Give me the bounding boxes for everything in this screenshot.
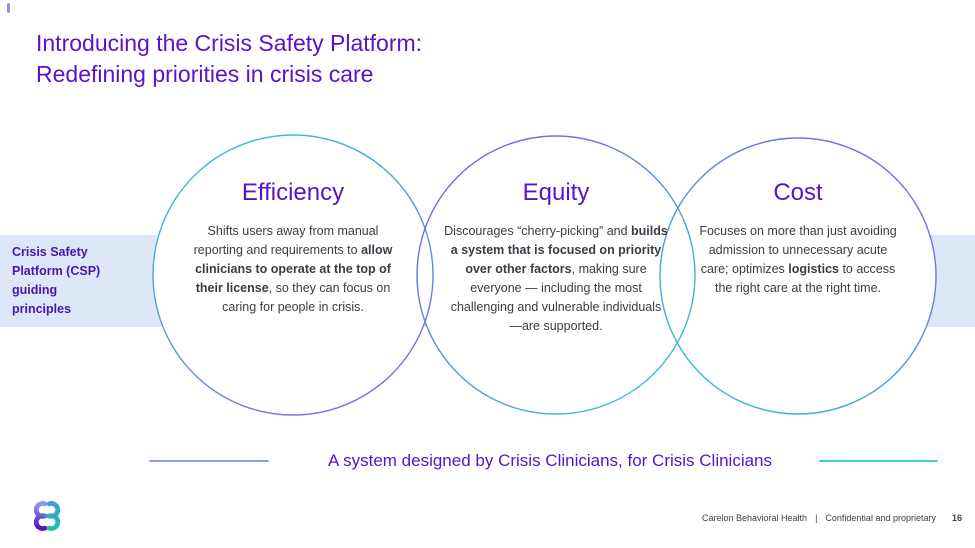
equity-body: Discourages “cherry-picking” and builds … — [444, 224, 668, 333]
carelon-logo-right-glyph — [42, 501, 61, 531]
principle-efficiency: Efficiency Shifts users away from manual… — [183, 179, 403, 317]
cost-circle-fill — [660, 138, 936, 414]
equity-circle-outline — [416, 135, 696, 415]
cost-body: Focuses on more than just avoiding admis… — [699, 224, 897, 295]
slide-footer: Carelon Behavioral Health | Confidential… — [702, 513, 962, 523]
footer-org: Carelon Behavioral Health — [702, 513, 808, 523]
cost-circle-outline — [659, 137, 937, 415]
tagline: A system designed by Crisis Clinicians, … — [327, 451, 773, 470]
efficiency-circle-outline — [152, 134, 434, 416]
corner-accent-mark — [7, 3, 10, 13]
equity-circle-fill — [417, 136, 695, 414]
guiding-principles-label: Crisis Safety Platform (CSP) guiding pri… — [12, 245, 101, 316]
principle-equity: Equity Discourages “cherry-picking” and … — [444, 179, 668, 336]
footer-confidential: Confidential and proprietary — [825, 513, 936, 523]
carelon-logo-icon — [33, 501, 61, 531]
equity-heading: Equity — [522, 179, 590, 206]
principle-cost: Cost Focuses on more than just avoiding … — [694, 179, 902, 298]
efficiency-heading: Efficiency — [241, 179, 345, 206]
footer-divider: | — [815, 513, 818, 523]
efficiency-circle-fill — [153, 135, 433, 415]
tagline-rule-right — [819, 460, 938, 462]
tagline-rule-left — [149, 460, 269, 462]
slide-title-line1: Introducing the Crisis Safety Platform: — [36, 30, 423, 56]
page-number: 16 — [951, 513, 962, 523]
efficiency-body: Shifts users away from manual reporting … — [193, 224, 393, 314]
cost-heading: Cost — [773, 179, 823, 206]
slide-title-line2: Redefining priorities in crisis care — [36, 61, 374, 87]
slide-title: Introducing the Crisis Safety Platform: R… — [36, 28, 422, 90]
